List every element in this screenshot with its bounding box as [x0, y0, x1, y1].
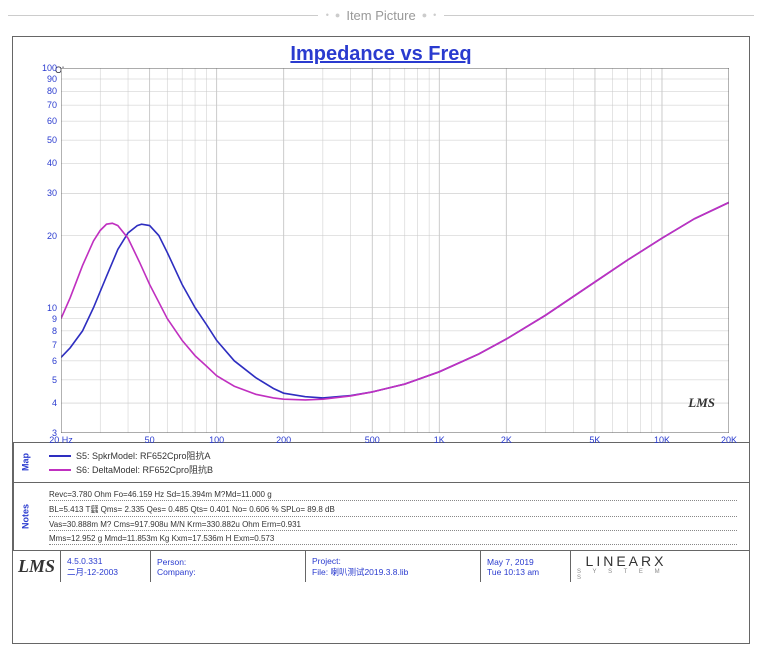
- x-tick-label: 20K: [721, 435, 737, 445]
- x-tick-label: 500: [365, 435, 380, 445]
- chart-title: Impedance vs Freq: [23, 43, 739, 66]
- notes-row: Notes Revc=3.780 Ohm Fo=46.159 Hz Sd=15.…: [13, 482, 749, 550]
- bullet-icon: ●: [422, 10, 427, 20]
- legend-row: Map S5: SpkrModel: RF652Cpro阻抗AS6: Delta…: [13, 442, 749, 482]
- notes-tab: Notes: [13, 483, 37, 550]
- y-tick-label: 20: [33, 231, 57, 241]
- bullet-icon: ●: [335, 10, 340, 20]
- legend-body: S5: SpkrModel: RF652Cpro阻抗AS6: DeltaMode…: [37, 443, 749, 482]
- y-tick-label: 90: [33, 74, 57, 84]
- header-strip: • ● Item Picture ● •: [0, 0, 762, 30]
- x-tick-label: 200: [276, 435, 291, 445]
- map-tab: Map: [13, 443, 37, 482]
- x-tick-label: 5K: [589, 435, 600, 445]
- legend-label: S5: SpkrModel: RF652Cpro阻抗A: [76, 449, 211, 462]
- chart-area: LMS 345678910203040506070809010020 Hz501…: [61, 68, 729, 433]
- x-tick-label: 10K: [654, 435, 670, 445]
- y-tick-label: 5: [33, 375, 57, 385]
- y-tick-label: 8: [33, 326, 57, 336]
- y-tick-label: 60: [33, 116, 57, 126]
- x-tick-label: 1K: [434, 435, 445, 445]
- person-label: Person:: [157, 557, 299, 567]
- lms-signature: LMS: [688, 395, 715, 411]
- y-tick-label: 6: [33, 356, 57, 366]
- project-label: Project:: [312, 556, 474, 566]
- footer-version: 4.5.0.331 二月-12-2003: [61, 551, 151, 582]
- y-tick-label: 9: [33, 314, 57, 324]
- x-tick-label: 20 Hz: [49, 435, 73, 445]
- date-text: May 7, 2019: [487, 557, 564, 567]
- legend-item: S6: DeltaModel: RF652Cpro阻抗B: [49, 463, 737, 476]
- y-tick-label: 7: [33, 340, 57, 350]
- linearx-logo: LINEARX S Y S T E M S: [571, 551, 681, 582]
- bullet-icon: •: [433, 10, 436, 20]
- legend-swatch: [49, 455, 71, 457]
- header-label: • ● Item Picture ● •: [326, 8, 437, 23]
- y-tick-label: 40: [33, 158, 57, 168]
- x-tick-label: 50: [145, 435, 155, 445]
- company-label: Company:: [157, 567, 299, 577]
- legend-label: S6: DeltaModel: RF652Cpro阻抗B: [76, 463, 213, 476]
- brand-sub: S Y S T E M S: [577, 569, 675, 581]
- lms-logo: LMS: [13, 551, 61, 582]
- y-tick-label: 70: [33, 100, 57, 110]
- legend-item: S5: SpkrModel: RF652Cpro阻抗A: [49, 449, 737, 462]
- footer-project: Project: File: 喇叭测试2019.3.8.lib: [306, 551, 481, 582]
- version-date: 二月-12-2003: [67, 566, 144, 578]
- brand-text: LINEARX: [586, 553, 667, 569]
- note-line: Vas=30.888m M? Cms=917.908u M/N Krm=330.…: [49, 519, 737, 531]
- plot-region: Impedance vs Freq Ohm LMS 34567891020304…: [13, 37, 749, 442]
- version-text: 4.5.0.331: [67, 556, 144, 566]
- note-line: Revc=3.780 Ohm Fo=46.159 Hz Sd=15.394m M…: [49, 489, 737, 501]
- y-tick-label: 50: [33, 135, 57, 145]
- y-tick-label: 100: [33, 63, 57, 73]
- x-tick-label: 2K: [501, 435, 512, 445]
- header-text: Item Picture: [346, 8, 415, 23]
- note-line: BL=5.413 T瓥 Qms= 2.335 Qes= 0.485 Qts= 0…: [49, 503, 737, 517]
- chart-svg: [61, 68, 729, 433]
- y-tick-label: 80: [33, 86, 57, 96]
- x-tick-label: 100: [209, 435, 224, 445]
- note-line: Mms=12.952 g Mmd=11.853m Kg Kxm=17.536m …: [49, 533, 737, 545]
- bullet-icon: •: [326, 10, 329, 20]
- footer-datetime: May 7, 2019 Tue 10:13 am: [481, 551, 571, 582]
- time-text: Tue 10:13 am: [487, 567, 564, 577]
- notes-body: Revc=3.780 Ohm Fo=46.159 Hz Sd=15.394m M…: [37, 483, 749, 550]
- y-tick-label: 30: [33, 188, 57, 198]
- file-line: File: 喇叭测试2019.3.8.lib: [312, 566, 474, 578]
- legend-swatch: [49, 469, 71, 471]
- y-tick-label: 10: [33, 303, 57, 313]
- y-tick-label: 4: [33, 398, 57, 408]
- footer-person: Person: Company:: [151, 551, 306, 582]
- chart-frame: Impedance vs Freq Ohm LMS 34567891020304…: [12, 36, 750, 644]
- footer-row: LMS 4.5.0.331 二月-12-2003 Person: Company…: [13, 550, 749, 582]
